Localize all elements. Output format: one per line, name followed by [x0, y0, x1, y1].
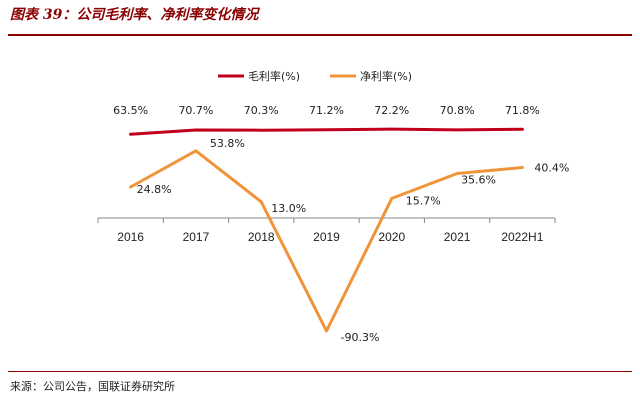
legend-label: 净利率(%) [360, 69, 412, 83]
net-margin-label: 35.6% [461, 174, 496, 187]
x-tick-label: 2022H1 [501, 230, 543, 244]
net-margin-label: 24.8% [137, 183, 172, 196]
data-labels: 63.5% 70.7% 70.3% 71.2% 72.2% 70.8% 71.8% 24.8%… [113, 104, 569, 344]
gross-margin-label: 70.8% [440, 104, 475, 117]
gross-margin-label: 70.3% [244, 104, 279, 117]
series-line [129, 149, 524, 333]
title-rule [8, 34, 632, 36]
legend: 毛利率(%) 净利率(%) [218, 69, 412, 83]
x-tick-label: 2020 [378, 230, 405, 244]
net-margin-label: -90.3% [341, 331, 380, 344]
net-margin-label: 15.7% [406, 194, 441, 207]
x-tick-label: 2019 [313, 230, 340, 244]
x-tick-label: 2018 [248, 230, 275, 244]
x-tick-label: 2016 [117, 230, 144, 244]
net-margin-label: 13.0% [271, 202, 306, 215]
figure-title: 图表 39：公司毛利率、净利率变化情况 [10, 7, 259, 23]
source-note: 来源：公司公告，国联证券研究所 [10, 380, 175, 393]
series-line [129, 127, 524, 136]
net-margin-label: 40.4% [534, 162, 569, 175]
x-axis: 2016 2017 2018 2019 2020 2021 2022H1 [97, 217, 556, 244]
gross-margin-label: 72.2% [374, 104, 409, 117]
x-tick-label: 2021 [444, 230, 471, 244]
gross-margin-label: 71.2% [309, 104, 344, 117]
footer-rule [8, 371, 632, 372]
gross-margin-label: 70.7% [178, 104, 213, 117]
legend-label: 毛利率(%) [248, 69, 300, 83]
gross-margin-label: 63.5% [113, 104, 148, 117]
net-margin-label: 53.8% [210, 137, 245, 150]
x-tick-label: 2017 [183, 230, 210, 244]
gross-margin-label: 71.8% [505, 104, 540, 117]
series-lines [129, 127, 524, 333]
